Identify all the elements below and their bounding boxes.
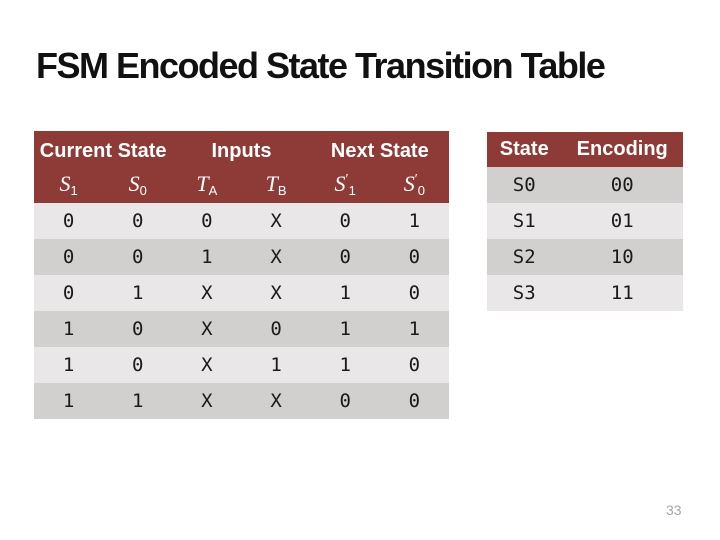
encoding-cell: S3 — [512, 282, 536, 304]
transition-cell: 0 — [408, 246, 421, 268]
transition-cell: X — [201, 390, 213, 412]
transition-cell: X — [270, 390, 282, 412]
transition-column-header-row: S1 S0 TA TB S′1 S′0 — [34, 171, 449, 203]
transition-cell: 0 — [132, 210, 144, 232]
column-header-cell: S′0 — [379, 171, 449, 203]
column-header-cell: S1 — [34, 171, 104, 203]
transition-row: 1 0 X 1 1 0 — [34, 347, 449, 383]
transition-cell: 0 — [132, 318, 144, 340]
variable-letter: T — [196, 171, 209, 196]
variable-letter: S — [334, 171, 346, 196]
page-number: 33 — [666, 502, 682, 518]
group-header-cell: Inputs — [172, 131, 311, 171]
transition-row: 0 0 0 X 0 1 — [34, 203, 449, 239]
prime-mark: ′ — [414, 172, 418, 187]
transition-cell: 1 — [62, 318, 75, 340]
transition-cell: 0 — [62, 210, 75, 232]
transition-cell: 1 — [408, 210, 421, 232]
encoding-header-row: State Encoding — [487, 132, 683, 167]
transition-cell: X — [270, 210, 282, 232]
transition-cell: 1 — [62, 390, 75, 412]
group-header-cell: Next State — [310, 131, 449, 171]
transition-row: 1 1 X X 0 0 — [34, 383, 449, 419]
transition-cell: 0 — [270, 318, 282, 340]
transition-cell: X — [201, 318, 213, 340]
variable-subscript: 1 — [348, 183, 356, 199]
transition-cell: 0 — [339, 246, 351, 268]
transition-cell: 1 — [201, 246, 213, 268]
encoding-row: S0 00 — [487, 167, 683, 203]
variable-subscript: 1 — [70, 183, 78, 199]
transition-cell: 0 — [62, 282, 75, 304]
column-header-cell: TA — [172, 171, 242, 203]
transition-cell: 1 — [62, 354, 75, 376]
transition-cell: 1 — [339, 282, 351, 304]
encoding-cell: 10 — [610, 246, 634, 268]
encoding-cell: S1 — [512, 210, 536, 232]
transition-cell: X — [270, 246, 282, 268]
variable-subscript: 0 — [139, 183, 147, 199]
column-header-cell: S′1 — [310, 171, 380, 203]
transition-cell: 0 — [339, 390, 351, 412]
variable-letter: S — [128, 171, 140, 196]
encoding-row: S2 10 — [487, 239, 683, 275]
encoding-cell: 11 — [610, 282, 634, 304]
transition-group-header-row: Current State Inputs Next State — [34, 131, 449, 171]
variable-letter: S — [403, 171, 415, 196]
column-header-cell: TB — [241, 171, 311, 203]
transition-cell: X — [201, 282, 213, 304]
encoding-cell: S0 — [512, 174, 536, 196]
encoding-header-cell: Encoding — [561, 132, 683, 167]
transition-cell: 0 — [408, 390, 421, 412]
encoding-table-body: S0 00 S1 01 S2 10 S3 11 — [487, 167, 683, 311]
transition-table-header: Current State Inputs Next State S1 S0 TA TB S′… — [34, 131, 449, 203]
transition-cell: 1 — [132, 282, 144, 304]
encoding-header-cell: State — [487, 132, 562, 167]
transition-cell: 1 — [270, 354, 282, 376]
transition-cell: 1 — [408, 318, 421, 340]
transition-cell: 1 — [132, 390, 144, 412]
transition-table: Current State Inputs Next State S1 S0 TA TB S′… — [34, 131, 449, 419]
column-header-cell: S0 — [103, 171, 173, 203]
variable-letter: T — [265, 171, 278, 196]
transition-cell: 0 — [339, 210, 351, 232]
encoding-cell: 01 — [610, 210, 634, 232]
transition-cell: 1 — [339, 318, 351, 340]
transition-cell: X — [270, 282, 282, 304]
transition-row: 0 0 1 X 0 0 — [34, 239, 449, 275]
encoding-table: State Encoding S0 00 S1 01 S2 10 S3 11 — [487, 132, 683, 311]
transition-cell: 0 — [408, 282, 421, 304]
encoding-row: S3 11 — [487, 275, 683, 311]
transition-cell: 0 — [408, 354, 421, 376]
prime-mark: ′ — [345, 172, 349, 187]
encoding-cell: S2 — [512, 246, 536, 268]
transition-cell: 0 — [132, 354, 144, 376]
transition-cell: 1 — [339, 354, 351, 376]
encoding-cell: 00 — [610, 174, 634, 196]
transition-cell: 0 — [132, 246, 144, 268]
transition-cell: X — [201, 354, 213, 376]
encoding-row: S1 01 — [487, 203, 683, 239]
variable-subscript: A — [208, 183, 218, 199]
variable-letter: S — [59, 171, 71, 196]
transition-row: 0 1 X X 1 0 — [34, 275, 449, 311]
transition-cell: 0 — [201, 210, 213, 232]
slide-title: FSM Encoded State Transition Table — [36, 45, 606, 86]
encoding-table-header: State Encoding — [487, 132, 683, 167]
transition-row: 1 0 X 0 1 1 — [34, 311, 449, 347]
variable-subscript: 0 — [417, 183, 426, 199]
transition-cell: 0 — [62, 246, 75, 268]
variable-subscript: B — [277, 183, 287, 199]
group-header-cell: Current State — [34, 131, 173, 171]
